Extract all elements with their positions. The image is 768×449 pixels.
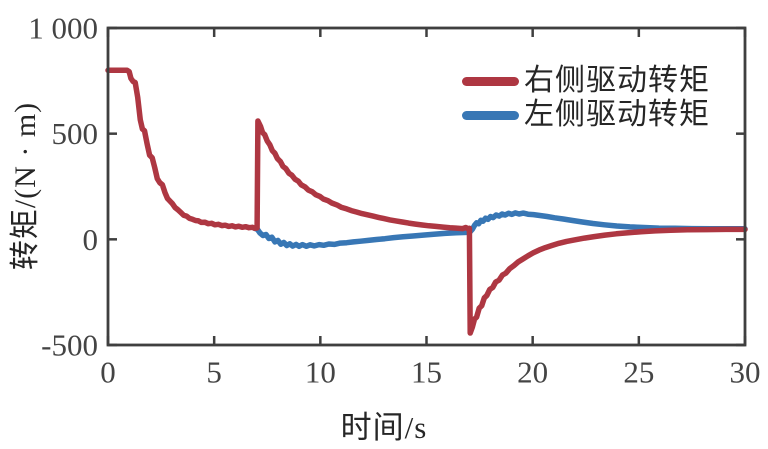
y-axis-label: 转矩/(N · m) — [9, 101, 42, 271]
x-tick-label: 30 — [730, 355, 761, 390]
legend-item-left-torque: 左侧驱动转矩 — [462, 98, 710, 132]
legend-item-right-torque: 右侧驱动转矩 — [462, 64, 710, 98]
legend-label-right-torque: 右侧驱动转矩 — [524, 64, 710, 97]
x-tick-label: 10 — [305, 355, 336, 390]
legend-label-left-torque: 左侧驱动转矩 — [524, 98, 710, 131]
x-tick-label: 5 — [206, 355, 222, 390]
legend: 右侧驱动转矩 左侧驱动转矩 — [462, 64, 710, 132]
x-tick-label: 15 — [411, 355, 442, 390]
y-tick-label: -500 — [41, 328, 98, 363]
legend-swatch-red-line — [462, 76, 519, 86]
x-tick-label: 20 — [517, 355, 548, 390]
curve-right-drive-torque — [105, 67, 748, 336]
chart-series — [105, 67, 748, 336]
y-tick-label: 500 — [52, 116, 99, 151]
axis-box — [106, 26, 747, 347]
x-tick-label: 25 — [623, 355, 654, 390]
y-tick-label: 1 000 — [28, 11, 98, 46]
axis-box-frame — [106, 26, 747, 347]
x-tick-label: 0 — [100, 355, 116, 390]
legend-swatch-blue-line — [462, 110, 519, 120]
x-axis-label: 时间/s — [340, 410, 428, 445]
y-tick-label: 0 — [83, 222, 99, 257]
